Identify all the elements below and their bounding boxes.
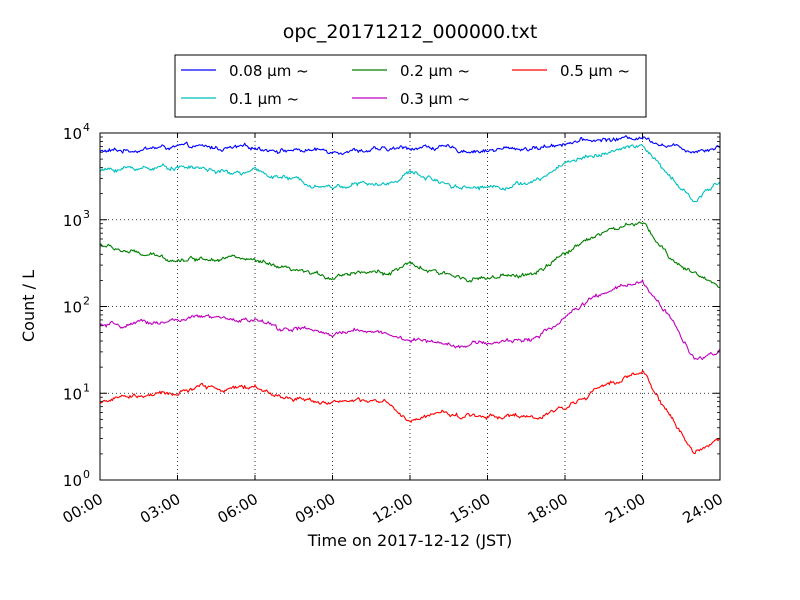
- y-tick-label-exponent: 0: [83, 468, 90, 481]
- y-tick-label: 10 4: [63, 121, 90, 143]
- axis-ticks: [99, 132, 721, 481]
- legend-label: 0.1 μm ~: [229, 90, 299, 108]
- y-tick-label-exponent: 1: [83, 381, 90, 394]
- y-tick-label: 10 3: [63, 208, 90, 230]
- series-line: [99, 279, 721, 361]
- series-line: [99, 135, 721, 156]
- x-axis-label: Time on 2017-12-12 (JST): [307, 531, 512, 550]
- legend-label: 0.08 μm ~: [229, 62, 309, 80]
- y-tick-label-base: 10: [63, 125, 82, 143]
- legend-entry: 0.2 μm ~: [352, 62, 470, 80]
- grid: [100, 133, 720, 480]
- legend-label: 0.2 μm ~: [400, 62, 470, 80]
- series-lines: [99, 135, 721, 455]
- y-tick-label-base: 10: [63, 385, 82, 403]
- legend-entry: 0.3 μm ~: [352, 90, 470, 108]
- legend-entry: 0.5 μm ~: [512, 62, 630, 80]
- legend-box: [174, 54, 647, 118]
- y-tick-label: 10 1: [63, 381, 90, 403]
- legend-entry: 0.1 μm ~: [181, 90, 299, 108]
- y-tick-label: 10 0: [63, 468, 90, 490]
- y-tick-label-base: 10: [63, 472, 82, 490]
- legend-label: 0.5 μm ~: [560, 62, 630, 80]
- chart-title: opc_20171212_000000.txt: [283, 21, 538, 43]
- legend-entry: 0.08 μm ~: [181, 62, 309, 80]
- y-axis-label: Count / L: [19, 270, 38, 342]
- y-tick-label: 10 2: [63, 295, 90, 317]
- y-tick-label-base: 10: [63, 299, 82, 317]
- y-tick-label-base: 10: [63, 212, 82, 230]
- y-tick-label-exponent: 3: [83, 208, 90, 221]
- series-line: [99, 144, 721, 203]
- legend: 0.08 μm ~ 0.1 μm ~ 0.2 μm ~ 0.3 μm ~ 0.5 μm …: [174, 54, 647, 118]
- series-line: [99, 369, 721, 455]
- series-line: [99, 221, 721, 289]
- y-tick-label-exponent: 2: [83, 295, 90, 308]
- legend-label: 0.3 μm ~: [400, 90, 470, 108]
- y-tick-label-exponent: 4: [83, 121, 90, 134]
